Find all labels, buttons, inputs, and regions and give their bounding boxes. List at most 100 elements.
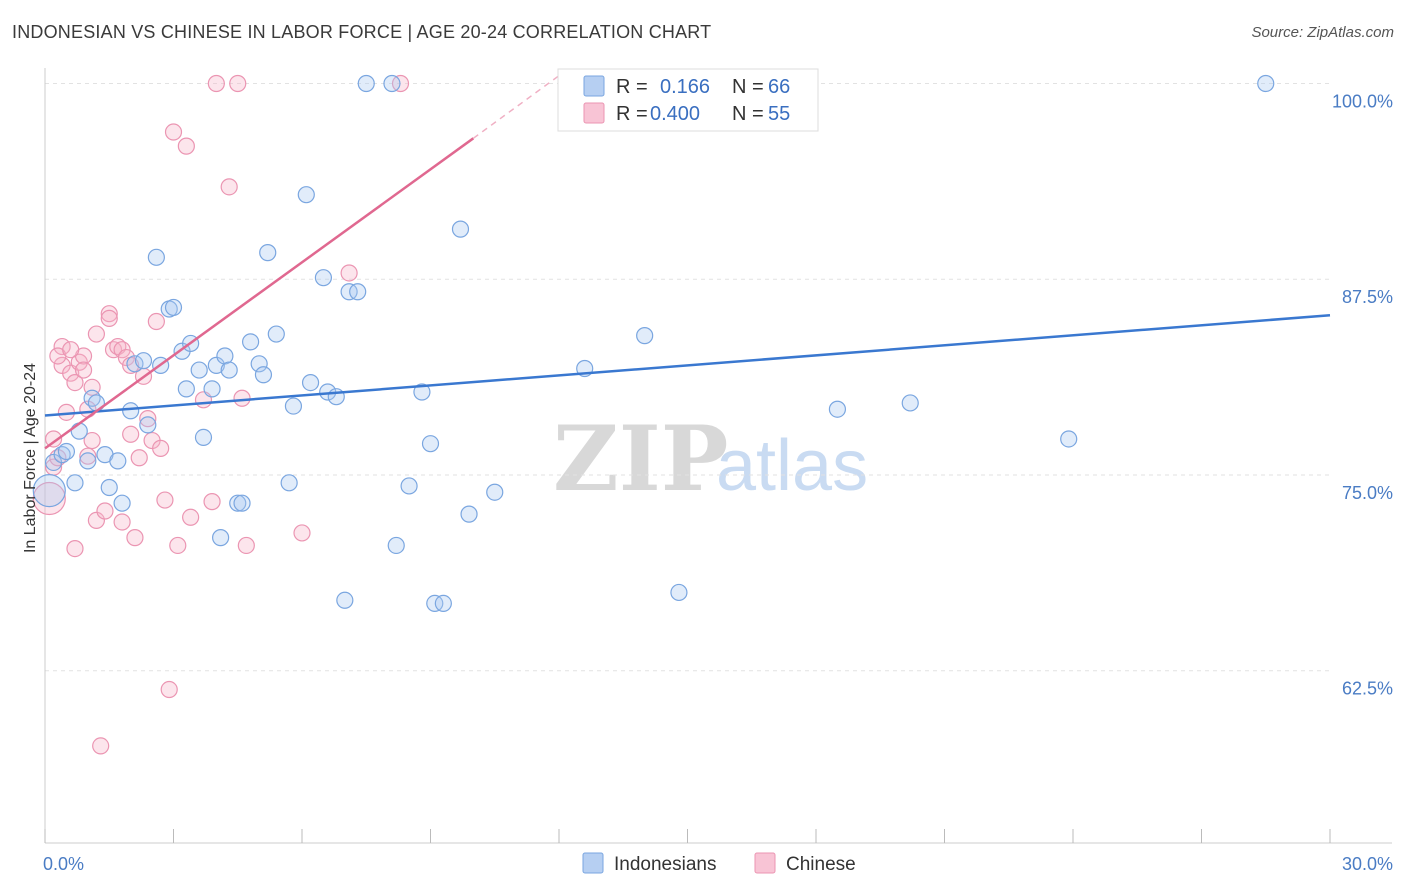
watermark-zip: ZIP [553, 406, 728, 512]
indonesian-point-10 [100, 478, 118, 497]
chinese-point-21 [100, 309, 118, 327]
indonesian-point-35 [254, 366, 273, 384]
chinese-point-47 [237, 536, 255, 555]
indonesian-point-41 [301, 373, 320, 392]
chinese-point-12 [74, 361, 93, 379]
y-axis-label: In Labor Force | Age 20-24 [22, 363, 39, 553]
chinese-point-34 [152, 439, 170, 457]
bottom-legend-label-chinese: Chinese [786, 854, 856, 875]
chinese-point-35 [156, 491, 174, 509]
indonesian-point-13 [122, 402, 140, 420]
chart-title: INDONESIAN VS CHINESE IN LABOR FORCE | A… [12, 22, 712, 42]
indonesian-point-28 [212, 529, 230, 547]
chinese-point-39 [177, 137, 195, 155]
legend-swatch-indonesians [583, 75, 605, 97]
chinese-point-8 [66, 539, 84, 558]
indonesian-point-64 [1060, 430, 1078, 448]
bottom-legend-swatch-chinese [754, 852, 776, 874]
chinese-point-53 [87, 325, 106, 343]
indonesian-point-16 [139, 416, 157, 434]
indonesian-point-48 [357, 74, 375, 93]
indonesian-point-51 [400, 477, 418, 495]
indonesian-point-34 [250, 355, 268, 373]
chinese-point-2 [44, 430, 63, 448]
indonesian-point-31 [229, 494, 247, 512]
indonesian-point-25 [194, 428, 213, 447]
indonesian-point-22 [177, 380, 195, 398]
indonesian-point-39 [284, 397, 303, 415]
trend-line-chinese-extension [472, 75, 560, 139]
chinese-point-40 [182, 508, 200, 526]
chinese-point-52 [62, 341, 80, 359]
bottom-legend-swatch-indonesians [582, 852, 604, 874]
legend-n-value-indonesians: 66 [768, 76, 790, 98]
indonesian-point-62 [828, 400, 847, 418]
chinese-point-17 [87, 511, 106, 530]
indonesian-point-60 [636, 327, 654, 345]
chinese-point-24 [113, 513, 131, 531]
legend-r-label-2: R = [616, 103, 648, 125]
chinese-point-38 [169, 536, 187, 555]
chinese-point-44 [220, 178, 238, 196]
legend-n-label-2: N = [732, 103, 764, 125]
chinese-point-29 [130, 449, 148, 467]
data-points [32, 74, 1275, 755]
chinese-point-49 [340, 264, 358, 282]
y-tick-2: 75.0% [1342, 483, 1393, 503]
chinese-point-18 [92, 737, 110, 755]
chinese-point-20 [100, 305, 118, 323]
y-tick-labels: 100.0% 87.5% 75.0% 62.5% [1332, 91, 1393, 698]
chinese-point-43 [207, 74, 225, 93]
indonesian-point-65 [1257, 74, 1275, 93]
indonesian-point-56 [451, 220, 470, 238]
indonesian-point-52 [413, 383, 431, 401]
indonesian-point-42 [314, 269, 333, 287]
indonesian-point-55 [434, 594, 452, 613]
legend-box: R = 0.166 N = 66 R = 0.400 N = 55 [557, 68, 819, 132]
indonesian-point-57 [460, 505, 478, 523]
bottom-legend-label-indonesians: Indonesians [614, 854, 716, 875]
chinese-point-0 [32, 481, 66, 516]
axes [44, 68, 1392, 844]
chinese-point-42 [203, 493, 221, 511]
indonesian-point-27 [207, 356, 225, 374]
legend-n-value-chinese: 55 [768, 103, 790, 125]
indonesian-point-20 [164, 298, 183, 317]
indonesian-point-61 [670, 583, 688, 602]
indonesian-point-38 [280, 474, 298, 492]
grid-lines [45, 82, 1330, 672]
indonesian-point-33 [242, 333, 260, 351]
indonesian-point-3 [57, 442, 76, 461]
indonesian-point-0 [32, 474, 66, 508]
indonesian-point-12 [113, 494, 131, 512]
legend-n-label-1: N = [732, 76, 764, 98]
chinese-point-48 [293, 524, 311, 542]
indonesian-point-37 [267, 325, 285, 343]
y-tick-1: 87.5% [1342, 287, 1393, 307]
indonesian-point-49 [383, 74, 401, 93]
chinese-point-36 [160, 680, 178, 699]
indonesian-point-24 [190, 361, 208, 379]
watermark-atlas: atlas [716, 426, 868, 506]
indonesian-point-45 [336, 591, 354, 609]
indonesian-point-53 [421, 435, 440, 453]
indonesian-point-5 [70, 422, 88, 440]
bottom-legend: Indonesians Chinese [582, 852, 856, 875]
chinese-point-25 [113, 341, 131, 359]
x-tick-min: 0.0% [43, 854, 84, 874]
indonesian-point-63 [901, 394, 919, 412]
source-credit: Source: ZipAtlas.com [1251, 24, 1394, 41]
indonesian-point-6 [79, 452, 97, 470]
y-tick-0: 100.0% [1332, 91, 1393, 111]
trend-lines [44, 75, 1331, 450]
chinese-point-14 [79, 447, 97, 465]
indonesian-point-40 [297, 186, 315, 204]
chinese-point-9 [66, 373, 84, 392]
indonesian-point-30 [220, 361, 238, 379]
chinese-point-31 [139, 410, 157, 428]
indonesian-point-47 [349, 283, 367, 301]
indonesian-point-4 [66, 474, 84, 492]
legend-r-value-chinese: 0.400 [650, 103, 700, 125]
indonesian-point-17 [147, 248, 165, 266]
